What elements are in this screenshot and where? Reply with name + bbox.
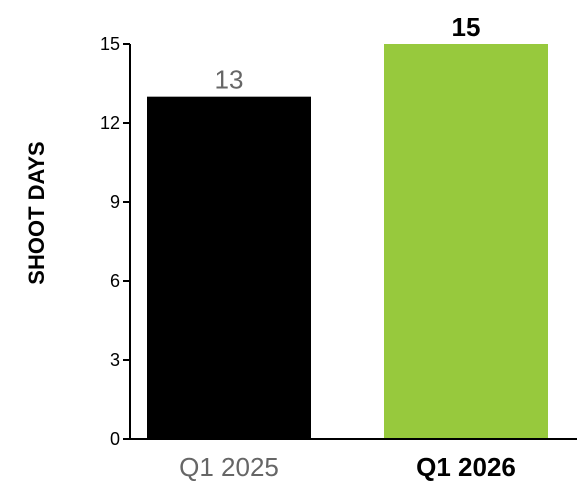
x-category-label-1: Q1 2025	[179, 452, 279, 482]
data-label-1: 13	[215, 65, 244, 95]
y-tick-label: 12	[100, 113, 120, 133]
y-tick-label: 15	[100, 34, 120, 54]
x-category-label-2: Q1 2026	[416, 452, 516, 482]
data-label-2: 15	[452, 12, 481, 42]
bar-2	[384, 44, 548, 439]
bar-1	[147, 96, 311, 440]
y-tick-label: 0	[110, 429, 120, 449]
y-tick-label: 6	[110, 271, 120, 291]
y-tick-label: 3	[110, 350, 120, 370]
y-axis-label: SHOOT DAYS	[24, 141, 49, 284]
y-tick-label: 9	[110, 192, 120, 212]
